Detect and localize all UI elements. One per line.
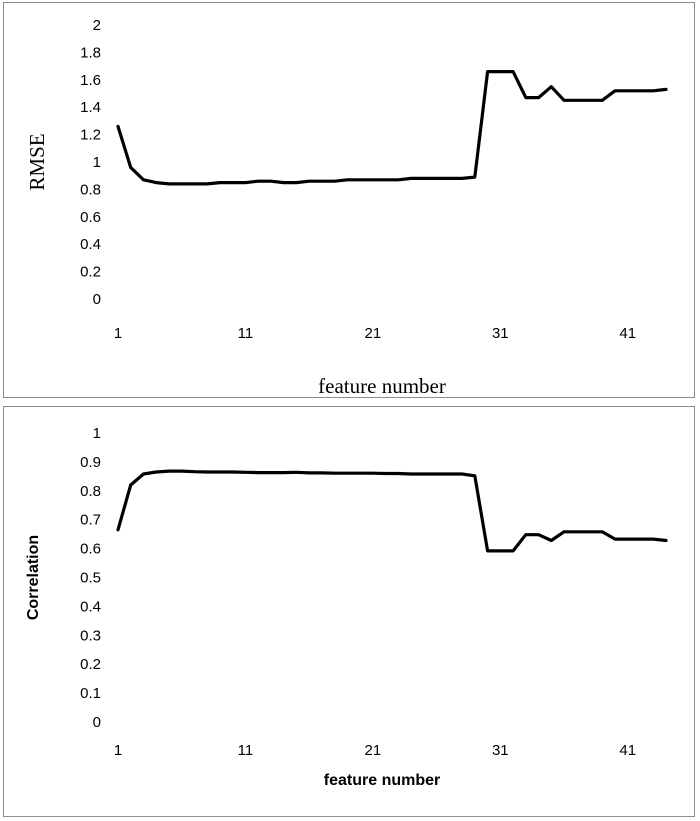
correlation-y-tick-label: 0.5 bbox=[80, 570, 101, 587]
rmse-series-line bbox=[116, 69, 668, 186]
correlation-x-tick-label: 1 bbox=[114, 742, 122, 759]
rmse-y-tick-label: 1.2 bbox=[80, 127, 101, 144]
correlation-y-tick-label: 1 bbox=[93, 425, 101, 442]
rmse-x-tick-label: 11 bbox=[238, 325, 254, 342]
rmse-chart-panel: 0 0.2 0.4 0.6 0.8 1 1.2 1.4 1.6 1.8 2 1 11 21 31 41 feat… bbox=[3, 2, 695, 398]
correlation-y-tick-label: 0.6 bbox=[80, 541, 101, 558]
rmse-y-tick-label: 1 bbox=[93, 154, 101, 171]
correlation-series-line bbox=[116, 469, 668, 553]
rmse-y-tick-label: 1.8 bbox=[80, 44, 101, 61]
correlation-chart: 00.10.20.30.40.50.60.70.80.911 11 21 31 41fe… bbox=[25, 425, 668, 789]
correlation-y-tick-label: 0.4 bbox=[80, 598, 101, 615]
correlation-y-tick-label: 0.9 bbox=[80, 454, 101, 471]
correlation-y-tick-label: 0 bbox=[93, 714, 101, 731]
correlation-y-tick-label: 0.3 bbox=[80, 627, 101, 644]
rmse-y-tick-label: 1.4 bbox=[80, 99, 101, 116]
correlation-chart-panel: 0 0.1 0.2 0.3 0.4 0.5 0.6 0.7 0.8 0.9 1 1 11 21 31 41 fe… bbox=[3, 406, 695, 817]
rmse-x-tick-label: 41 bbox=[619, 325, 636, 342]
rmse-y-axis-label: RMSE bbox=[25, 133, 49, 190]
correlation-x-tick-label: 11 bbox=[238, 742, 254, 759]
correlation-x-tick-label: 21 bbox=[365, 742, 382, 759]
rmse-y-tick-label: 0.6 bbox=[80, 209, 101, 226]
correlation-y-axis-label: Correlation bbox=[25, 535, 42, 620]
rmse-y-tick-label: 0.8 bbox=[80, 181, 101, 198]
rmse-x-tick-label: 1 bbox=[114, 325, 122, 342]
correlation-y-tick-label: 0.8 bbox=[80, 483, 101, 500]
rmse-chart: 00.20.40.60.811.21.41.61.821 11 21 31 41feat… bbox=[25, 17, 668, 398]
correlation-y-tick-label: 0.7 bbox=[80, 512, 101, 529]
rmse-x-axis-label: feature number bbox=[318, 374, 446, 398]
correlation-y-tick-label: 0.2 bbox=[80, 656, 101, 673]
rmse-y-tick-label: 1.6 bbox=[80, 72, 101, 89]
rmse-y-tick-label: 0.4 bbox=[80, 236, 101, 253]
correlation-x-axis-label: feature number bbox=[324, 772, 440, 789]
rmse-y-tick-label: 0.2 bbox=[80, 264, 101, 281]
correlation-y-tick-label: 0.1 bbox=[80, 685, 101, 702]
rmse-x-tick-label: 21 bbox=[365, 325, 382, 342]
correlation-x-tick-label: 41 bbox=[619, 742, 636, 759]
rmse-y-tick-label: 0 bbox=[93, 291, 101, 308]
correlation-x-tick-label: 31 bbox=[492, 742, 509, 759]
rmse-x-tick-label: 31 bbox=[492, 325, 509, 342]
rmse-y-tick-label: 2 bbox=[93, 17, 101, 34]
